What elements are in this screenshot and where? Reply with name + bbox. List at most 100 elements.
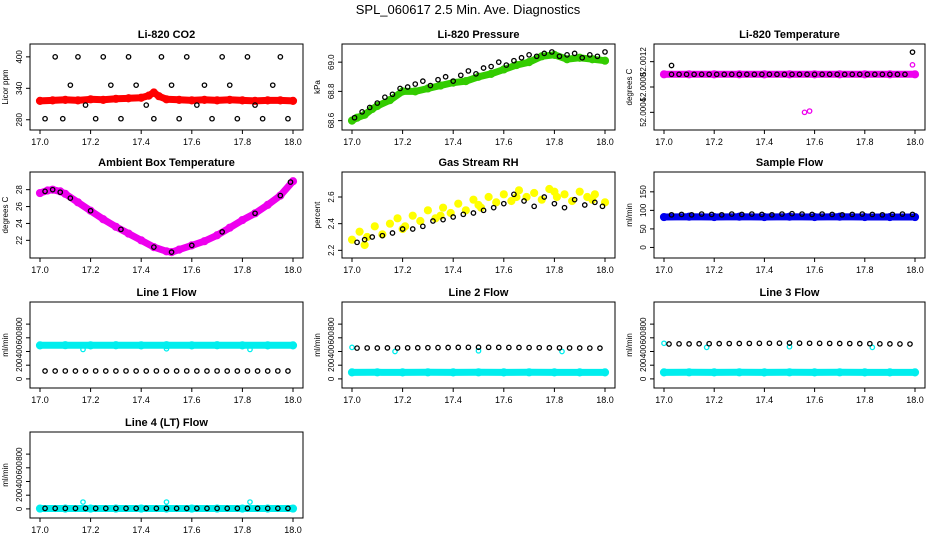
ambient-box-temperature-ambient-fill-point [201, 238, 208, 245]
gas-stream-rh-rh-fill-point [394, 215, 401, 222]
gas-stream-rh-rh-fill-point [386, 220, 393, 227]
gas-stream-rh-rh-samples-point [583, 203, 587, 207]
ambient-box-temperature-title: Ambient Box Temperature [98, 157, 235, 169]
li820-co2-co2-samples-point [119, 117, 123, 121]
li820-temperature-temp-flat-point [911, 71, 918, 78]
li820-co2-co2-avg-point [277, 97, 284, 104]
line-3-flow-line3-black-point [737, 341, 741, 345]
line-2-flow-line2-cyan-point [551, 369, 558, 376]
line-3-flow-line3-black-point [868, 341, 872, 345]
li820-pressure-pressure-fill-point [412, 88, 419, 95]
gas-stream-rh-rh-samples-point [491, 205, 495, 209]
line-1-flow-ylabel: ml/min [1, 333, 10, 357]
line-3-flow-line3-cyan-point [660, 369, 667, 376]
li820-temperature-xtick-label: 17.8 [856, 137, 874, 147]
li820-co2-xtick-label: 17.4 [132, 137, 150, 147]
line-1-flow-ytick-label: 600 [15, 331, 24, 345]
li820-co2-ytick-label: 400 [15, 50, 24, 64]
line-1-flow-line1-black-point [235, 369, 239, 373]
line-3-flow-line3-cyan-point [711, 369, 718, 376]
gas-stream-rh-rh-fill-point [515, 187, 522, 194]
gas-stream-rh-xtick-label: 18.0 [596, 265, 614, 275]
li820-co2-co2-samples-point [177, 117, 181, 121]
sample-flow-ytick-label: 50 [639, 224, 648, 233]
li820-co2-co2-avg-point [49, 97, 56, 104]
line-2-flow-line2-black-point [375, 346, 379, 350]
li820-pressure-ytick-label: 69.0 [327, 54, 336, 70]
ambient-box-temperature-ambient-fill-point [264, 201, 271, 208]
li820-pressure-pressure-fill-point [601, 57, 608, 64]
li820-co2-co2-samples-point [169, 83, 173, 87]
li820-co2-ylabel: Licor ppm [1, 69, 10, 104]
li820-co2-co2-avg-point [214, 97, 221, 104]
li820-co2-co2-avg-point [264, 97, 271, 104]
li820-temperature-temp-samples-point [910, 50, 914, 54]
li820-co2-co2-samples-point [271, 83, 275, 87]
li820-co2-co2-samples-point [76, 55, 80, 59]
line-2-flow-line2-cyan-point [526, 369, 533, 376]
li820-pressure-pressure-samples-point [443, 75, 447, 79]
gas-stream-rh-rh-fill-point [424, 207, 431, 214]
li820-co2-co2-samples-point [286, 117, 290, 121]
line-3-flow-ytick-label: 600 [639, 331, 648, 345]
line-3-flow-line3-black-point [717, 341, 721, 345]
li820-co2-co2-samples-point [210, 117, 214, 121]
line-2-flow-line2-black-point [466, 345, 470, 349]
line-1-flow-ytick-label: 400 [15, 344, 24, 358]
line-2-flow-line2-black-point [355, 346, 359, 350]
line-2-flow-line2-cyan-point [348, 369, 355, 376]
line-3-flow-ylabel: ml/min [625, 333, 634, 357]
li820-co2-xtick-label: 17.0 [31, 137, 49, 147]
sample-flow-ytick-label: 100 [639, 203, 648, 217]
sample-flow-sample-flow-fill-point [660, 213, 667, 220]
line-1-flow-xtick-label: 17.4 [132, 395, 150, 405]
li820-co2-co2-avg-point [188, 97, 195, 104]
line-1-flow-line1-black-point [195, 369, 199, 373]
li820-co2-co2-avg-point [138, 94, 145, 101]
line-4-lt-flow-ytick-label: 800 [15, 447, 24, 461]
line-2-flow-ytick-label: 400 [327, 344, 336, 358]
line-2-flow-xtick-label: 17.6 [495, 395, 513, 405]
ambient-box-temperature-ytick-label: 26 [15, 202, 24, 211]
li820-pressure-pressure-samples-point [466, 69, 470, 73]
li820-co2-xtick-label: 18.0 [284, 137, 302, 147]
sample-flow-ytick-label: 0 [639, 245, 648, 250]
gas-stream-rh-rh-fill-point [455, 200, 462, 207]
gas-stream-rh-xtick-label: 17.6 [495, 265, 513, 275]
line-3-flow-line3-black-point [797, 341, 801, 345]
gas-stream-rh-rh-samples-point [532, 204, 536, 208]
ambient-box-temperature-xtick-label: 17.2 [82, 265, 100, 275]
li820-co2-xtick-label: 17.2 [82, 137, 100, 147]
li820-pressure-pressure-samples-point [481, 66, 485, 70]
line-2-flow-line2-black-point [507, 345, 511, 349]
line-1-flow-line1-black-point [144, 369, 148, 373]
li820-pressure-xtick-label: 17.4 [444, 137, 462, 147]
line-1-flow-line1-black-point [276, 369, 280, 373]
line-1-flow-line1-black-point [255, 369, 259, 373]
line-1-flow-line1-black-point [185, 369, 189, 373]
line-1-flow-ytick-label: 0 [15, 376, 24, 381]
li820-temperature-xtick-label: 17.6 [806, 137, 824, 147]
line-2-flow-line2-cyan-point [601, 369, 608, 376]
li820-co2-co2-samples-point [53, 55, 57, 59]
line-3-flow-line3-cyan-point [811, 369, 818, 376]
sample-flow-xtick-label: 17.4 [756, 265, 774, 275]
line-3-flow-line3-cyan-point [836, 369, 843, 376]
line-3-flow-xtick-label: 17.4 [756, 395, 774, 405]
line-3-flow-line3-black-point [908, 342, 912, 346]
gas-stream-rh-rh-fill-point [601, 199, 608, 206]
line-1-flow-line1-black-point [104, 369, 108, 373]
ambient-box-temperature-ytick-label: 22 [15, 235, 24, 244]
gas-stream-rh-rh-fill-point [371, 223, 378, 230]
li820-co2-co2-samples-point [144, 103, 148, 107]
line-4-lt-flow-line4-cyan-spikes-point [81, 500, 85, 504]
li820-co2-co2-samples-point [68, 83, 72, 87]
gas-stream-rh-rh-samples-point [411, 227, 415, 231]
li820-pressure-pressure-samples-point [497, 60, 501, 64]
line-3-flow-ytick-label: 800 [639, 317, 648, 331]
li820-co2-co2-avg-point [87, 96, 94, 103]
